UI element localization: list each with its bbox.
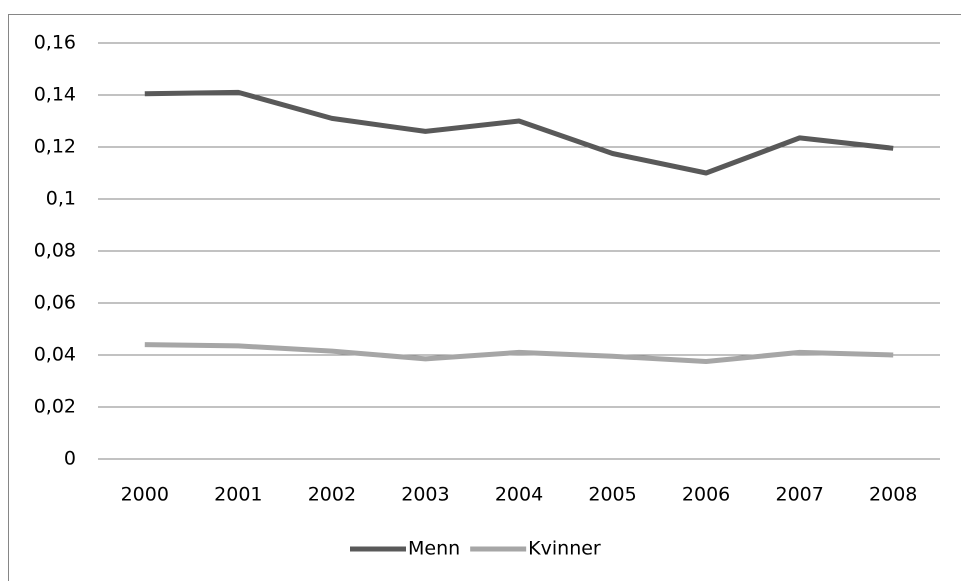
legend-label: Menn: [408, 538, 460, 560]
y-tick-label: 0,02: [34, 396, 76, 418]
y-tick-label: 0,04: [34, 344, 76, 366]
y-tick-label: 0,16: [34, 32, 76, 54]
y-tick-label: 0,06: [34, 292, 76, 314]
x-tick-label: 2005: [588, 484, 636, 506]
y-tick-label: 0,14: [34, 84, 76, 106]
y-tick-label: 0,08: [34, 240, 76, 262]
x-tick-label: 2008: [869, 484, 917, 506]
x-tick-label: 2007: [775, 484, 823, 506]
legend-label: Kvinner: [528, 538, 601, 560]
chart-frame: [8, 14, 961, 581]
y-tick-label: 0,1: [46, 188, 76, 210]
x-tick-label: 2004: [495, 484, 543, 506]
x-tick-label: 2006: [682, 484, 730, 506]
y-tick-label: 0,12: [34, 136, 76, 158]
y-tick-label: 0: [64, 448, 76, 470]
x-tick-label: 2001: [214, 484, 262, 506]
x-tick-label: 2002: [308, 484, 356, 506]
x-tick-label: 2000: [121, 484, 169, 506]
x-tick-label: 2003: [401, 484, 449, 506]
series-line: [144, 342, 894, 364]
series-line: [144, 89, 894, 176]
